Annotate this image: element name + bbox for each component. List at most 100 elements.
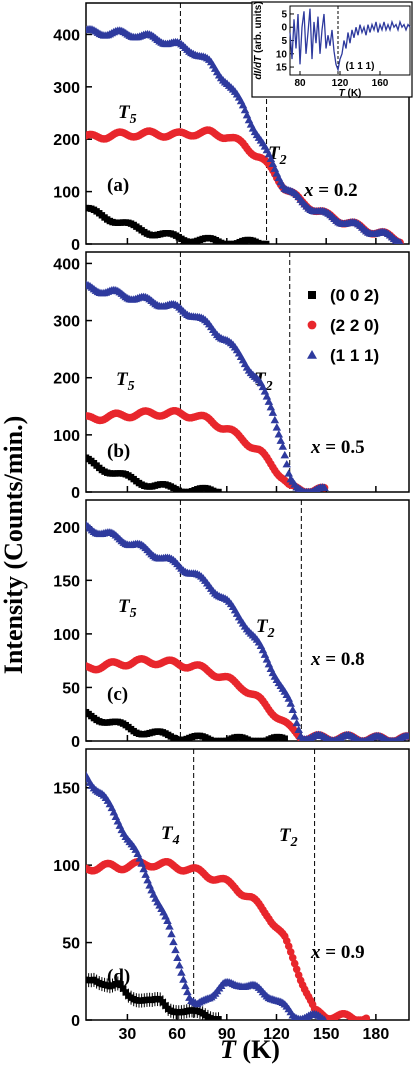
composition-label-symbol: x — [303, 180, 314, 201]
transition-label-base: T — [279, 825, 292, 846]
data-point — [266, 402, 276, 411]
data-point — [162, 1002, 169, 1009]
composition-label-symbol: x — [310, 437, 321, 458]
composition-label-value: = 0.8 — [321, 649, 365, 670]
y-tick-label: 400 — [53, 256, 80, 273]
composition-label: x = 0.2 — [303, 180, 358, 201]
legend-label: (2 2 0) — [330, 316, 379, 335]
data-point — [173, 953, 182, 962]
transition-label: T5 — [116, 369, 135, 394]
inset-y-tick-label: 15 — [276, 63, 288, 74]
y-tick-label: 0 — [71, 734, 80, 751]
data-point — [165, 922, 174, 930]
inset-y-tick-label: 5 — [281, 36, 287, 47]
series-111 — [86, 771, 327, 1020]
data-point — [276, 436, 286, 444]
data-point — [181, 981, 190, 990]
data-point — [286, 699, 295, 707]
inset-y-title-symbol: dI/dT — [253, 55, 264, 80]
data-point — [141, 870, 150, 878]
composition-label: x = 0.9 — [310, 942, 365, 963]
series-group — [86, 520, 409, 741]
data-point — [396, 238, 404, 244]
data-point — [274, 430, 284, 438]
transition-label-base: T — [116, 369, 129, 390]
data-point — [278, 442, 288, 450]
transition-label: T5 — [118, 102, 137, 127]
x-axis-title-symbol: T — [220, 1035, 242, 1064]
composition-label: x = 0.5 — [310, 437, 365, 458]
series-group — [86, 280, 329, 492]
series-group — [86, 771, 371, 1020]
x-tick-label: 30 — [119, 1026, 137, 1043]
transition-label-sub: 5 — [130, 112, 137, 127]
transition-label: T5 — [118, 596, 137, 621]
inset-x-title-symbol: T — [339, 88, 346, 99]
data-point — [292, 965, 301, 974]
y-tick-label: 400 — [53, 27, 80, 44]
inset-x-tick-label: 160 — [372, 78, 389, 89]
data-point — [171, 945, 180, 954]
composition-label-value: = 0.9 — [321, 942, 365, 963]
composition-label: x = 0.8 — [310, 649, 365, 670]
x-tick-label: 180 — [363, 1026, 390, 1043]
panel-label: (b) — [107, 441, 130, 462]
y-tick-label: 100 — [53, 858, 80, 875]
data-point — [122, 989, 129, 996]
legend-marker — [308, 291, 316, 299]
data-point — [362, 1014, 371, 1020]
data-point — [284, 469, 293, 477]
transition-label-sub: 2 — [265, 379, 273, 394]
inset-y-title-unit: (arb. units) — [253, 1, 264, 55]
data-point — [322, 1015, 327, 1020]
data-point — [263, 240, 270, 244]
transition-label-base: T — [118, 596, 131, 617]
legend-marker — [307, 350, 317, 359]
y-tick-label: 100 — [53, 627, 80, 644]
data-point — [281, 735, 288, 741]
y-tick-label: 150 — [53, 781, 80, 798]
transition-label-sub: 2 — [290, 835, 298, 850]
inset-x-tick-label: 80 — [294, 78, 306, 89]
data-point — [177, 968, 186, 976]
data-point — [286, 948, 295, 956]
y-tick-label: 0 — [71, 485, 80, 502]
data-point — [272, 423, 282, 431]
panel-label: (c) — [107, 684, 128, 705]
panel-frame — [85, 748, 410, 1021]
data-point — [215, 488, 222, 492]
data-point — [288, 705, 297, 714]
y-tick-label: 300 — [53, 80, 80, 97]
inset-frame — [251, 1, 413, 98]
series-002 — [86, 454, 222, 492]
panel-frame — [85, 251, 410, 493]
series-002 — [86, 708, 288, 741]
x-axis-title: T (K) — [220, 1035, 280, 1064]
data-point — [179, 975, 188, 983]
legend: (0 0 2) (2 2 0) (1 1 1) — [307, 286, 379, 365]
transition-label-sub: 5 — [128, 379, 135, 394]
y-tick-label: 50 — [62, 936, 80, 953]
y-axis-title: Intensity (Counts/min.) — [0, 416, 28, 675]
series-002 — [86, 204, 270, 244]
y-tick-label: 300 — [53, 314, 80, 331]
y-tick-label: 100 — [53, 185, 80, 202]
data-point — [264, 397, 274, 405]
series-111 — [86, 520, 409, 741]
inset-x-title: T (K) — [339, 88, 362, 99]
x-axis-title-unit: (K) — [242, 1035, 280, 1064]
transition-label-base: T — [256, 616, 269, 637]
panel-1: 0 100 200 300 400 T5T 2 (b) x = 0.5 (0 0 2) (2 2 0… — [53, 251, 410, 502]
data-point — [270, 415, 280, 424]
y-tick-label: 150 — [53, 573, 80, 590]
transition-label: T2 — [256, 616, 275, 641]
data-point — [175, 961, 184, 969]
y-tick-label: 200 — [53, 371, 80, 388]
legend-marker — [307, 320, 317, 330]
data-point — [139, 864, 148, 873]
inset-x-title-unit: (K) — [345, 88, 362, 99]
